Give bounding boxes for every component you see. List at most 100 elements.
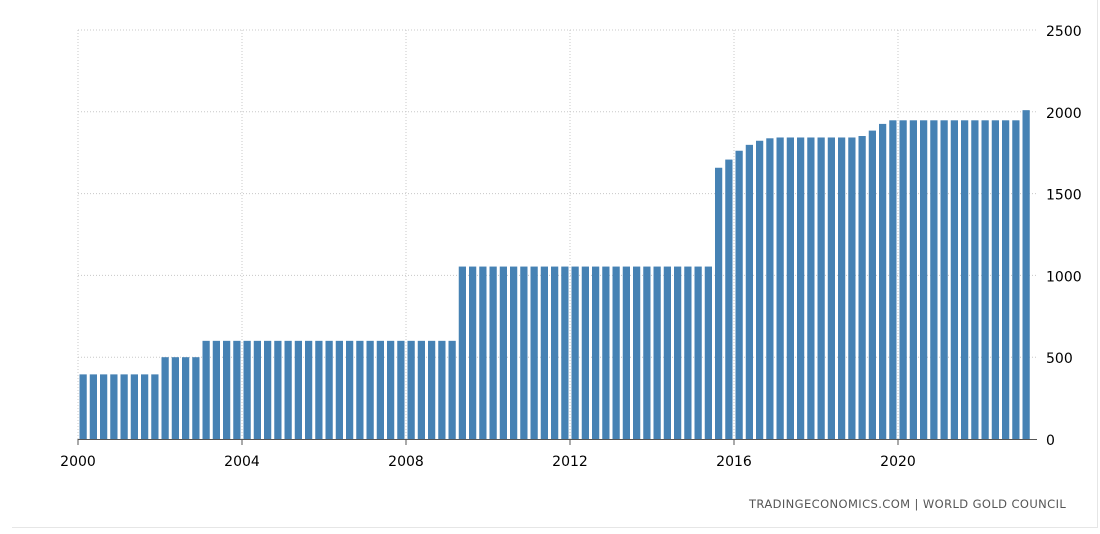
bar bbox=[1022, 110, 1030, 439]
axes: 0 500 1000 1500 2000 2500 2000 2004 2008 2012 2016… bbox=[60, 24, 1081, 470]
bar bbox=[756, 140, 764, 439]
bar bbox=[325, 340, 333, 439]
y-tick-label: 0 bbox=[1046, 433, 1055, 449]
bar bbox=[100, 374, 108, 439]
bar bbox=[940, 120, 948, 440]
bar bbox=[192, 357, 200, 439]
bar bbox=[1012, 120, 1020, 440]
bar bbox=[838, 137, 846, 439]
bar bbox=[274, 340, 282, 439]
x-tick-label: 2008 bbox=[388, 454, 424, 470]
bar bbox=[89, 374, 97, 439]
y-tick-label: 1500 bbox=[1046, 188, 1082, 204]
bar bbox=[79, 374, 87, 439]
bar bbox=[643, 266, 651, 439]
bar bbox=[561, 266, 569, 439]
bar bbox=[725, 159, 733, 439]
bar bbox=[612, 266, 620, 439]
bar bbox=[889, 120, 897, 440]
bar bbox=[243, 340, 251, 439]
bar bbox=[212, 340, 220, 439]
bar bbox=[417, 340, 425, 439]
bar bbox=[264, 340, 272, 439]
bar bbox=[428, 340, 436, 439]
bar bbox=[151, 374, 159, 439]
bar bbox=[868, 130, 876, 439]
source-credit: TRADINGECONOMICS.COM | WORLD GOLD COUNCI… bbox=[749, 497, 1067, 511]
x-tick-label: 2012 bbox=[552, 454, 588, 470]
bar bbox=[571, 266, 579, 439]
bar bbox=[745, 144, 753, 439]
bar bbox=[909, 120, 917, 440]
x-tick-label: 2000 bbox=[60, 454, 96, 470]
bar bbox=[171, 357, 179, 439]
bar bbox=[294, 340, 302, 439]
bar bbox=[684, 266, 692, 439]
bar bbox=[397, 340, 405, 439]
y-tick-label: 2000 bbox=[1046, 106, 1082, 122]
bar bbox=[315, 340, 323, 439]
bar bbox=[592, 266, 600, 439]
bar bbox=[1002, 120, 1010, 440]
bar bbox=[735, 150, 743, 439]
bar bbox=[458, 266, 466, 439]
bar bbox=[448, 340, 456, 439]
bar bbox=[766, 138, 774, 439]
bar bbox=[130, 374, 138, 439]
bar bbox=[991, 120, 999, 440]
bar bbox=[950, 120, 958, 440]
bar bbox=[715, 167, 723, 439]
x-tick-label: 2004 bbox=[224, 454, 260, 470]
bar bbox=[694, 266, 702, 439]
bar bbox=[346, 340, 354, 439]
bar bbox=[827, 137, 835, 439]
bar bbox=[530, 266, 538, 439]
bar bbox=[899, 120, 907, 440]
bar bbox=[622, 266, 630, 439]
bar bbox=[786, 137, 794, 439]
bar bbox=[602, 266, 610, 439]
x-tick-label: 2016 bbox=[716, 454, 752, 470]
bar bbox=[120, 374, 128, 439]
bar bbox=[674, 266, 682, 439]
bar bbox=[776, 137, 784, 439]
bar bbox=[551, 266, 559, 439]
bars bbox=[79, 110, 1030, 440]
bar bbox=[540, 266, 548, 439]
bar bbox=[305, 340, 313, 439]
bar bbox=[366, 340, 374, 439]
bar bbox=[581, 266, 589, 439]
y-tick-label: 1000 bbox=[1046, 269, 1082, 285]
bar bbox=[981, 120, 989, 440]
bar bbox=[971, 120, 979, 440]
bar bbox=[387, 340, 395, 439]
bar bbox=[356, 340, 364, 439]
bar bbox=[161, 357, 169, 439]
bar bbox=[479, 266, 487, 439]
bar bbox=[499, 266, 507, 439]
bar bbox=[930, 120, 938, 440]
bar bbox=[653, 266, 661, 439]
bar bbox=[223, 340, 231, 439]
bar bbox=[704, 266, 712, 439]
bar bbox=[233, 340, 241, 439]
bar bbox=[376, 340, 384, 439]
x-tick-label: 2020 bbox=[880, 454, 916, 470]
bar bbox=[520, 266, 528, 439]
bar bbox=[202, 340, 210, 439]
bar bbox=[797, 137, 805, 439]
bar bbox=[848, 137, 856, 439]
bar bbox=[438, 340, 446, 439]
bar bbox=[335, 340, 343, 439]
bar bbox=[879, 123, 887, 439]
bar bbox=[182, 357, 190, 439]
bar bbox=[633, 266, 641, 439]
bar bbox=[961, 120, 969, 440]
bar bbox=[489, 266, 497, 439]
bar bbox=[284, 340, 292, 439]
bar bbox=[858, 136, 866, 439]
bar bbox=[920, 120, 928, 440]
bar bbox=[110, 374, 118, 439]
bar bbox=[407, 340, 415, 439]
